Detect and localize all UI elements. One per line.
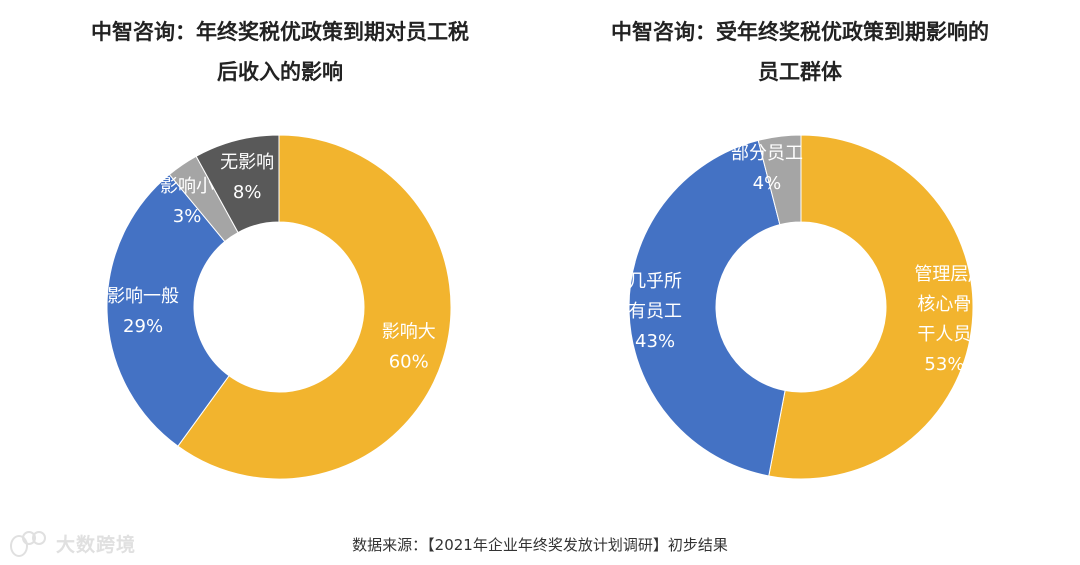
donut-slice-label-1-1: 几乎所有员工 43% xyxy=(628,271,682,352)
watermark: 大数跨境 xyxy=(10,530,136,557)
donut-slice-label-line-1-0-0: 管理层/ xyxy=(914,264,975,285)
donut-slice-label-line-1-0-2: 干人员 xyxy=(917,324,971,345)
donut-slice-label-1-0: 管理层/核心骨干人员 53% xyxy=(914,264,975,375)
donut-slice-label-line-1-1-1: 有员工 xyxy=(628,301,682,322)
donut-slice-label-line-1-1-0: 几乎所 xyxy=(628,271,682,292)
chart-title-left: 中智咨询：年终奖税优政策到期对员工税 后收入的影响 xyxy=(91,20,469,84)
chart-title-right: 中智咨询：受年终奖税优政策到期影响的 员工群体 xyxy=(611,20,989,84)
donut-slice-label-line-0-2-1: 3% xyxy=(173,206,202,227)
donut-slice-label-line-0-0-0: 影响大 xyxy=(382,322,436,343)
watermark-text: 大数跨境 xyxy=(56,534,137,556)
donut-slice-label-line-0-1-1: 29% xyxy=(123,316,163,337)
donut-slice-label-line-1-0-1: 核心骨 xyxy=(917,294,971,315)
donut-slice-1-1 xyxy=(628,139,786,477)
donut-slice-0-0 xyxy=(177,134,452,480)
donut-slice-0-3 xyxy=(195,134,280,234)
donut-slice-0-1 xyxy=(106,173,230,447)
donut-slice-label-line-0-0-1: 60% xyxy=(389,352,429,373)
donut-slice-1-0 xyxy=(768,134,974,480)
donut-slice-label-line-1-0-3: 53% xyxy=(924,354,964,375)
donut-slice-label-1-2: 部分员工 4% xyxy=(731,143,803,194)
donut-slice-label-line-0-2-0: 影响小 xyxy=(160,176,214,197)
donut-slice-label-line-0-3-1: 8% xyxy=(233,182,262,203)
donut-slice-label-line-1-2-1: 4% xyxy=(753,173,782,194)
donut-slice-label-line-0-1-0: 影响一般 xyxy=(107,286,179,307)
donut-slice-label-0-0: 影响大 60% xyxy=(382,322,436,373)
donut-slice-label-0-3: 无影响 8% xyxy=(220,152,274,203)
donut-slice-1-2 xyxy=(757,134,802,226)
donut-slice-label-0-2: 影响小 3% xyxy=(160,176,214,227)
donut-slice-label-line-1-2-0: 部分员工 xyxy=(731,143,803,164)
data-source-note: 数据来源：【2021年企业年终奖发放计划调研】初步结果 xyxy=(352,536,728,554)
donut-slice-label-line-0-3-0: 无影响 xyxy=(220,152,274,173)
donut-slice-label-0-1: 影响一般 29% xyxy=(107,286,179,337)
watermark-logo-icon xyxy=(10,530,50,557)
donut-slice-label-line-1-1-2: 43% xyxy=(635,331,675,352)
